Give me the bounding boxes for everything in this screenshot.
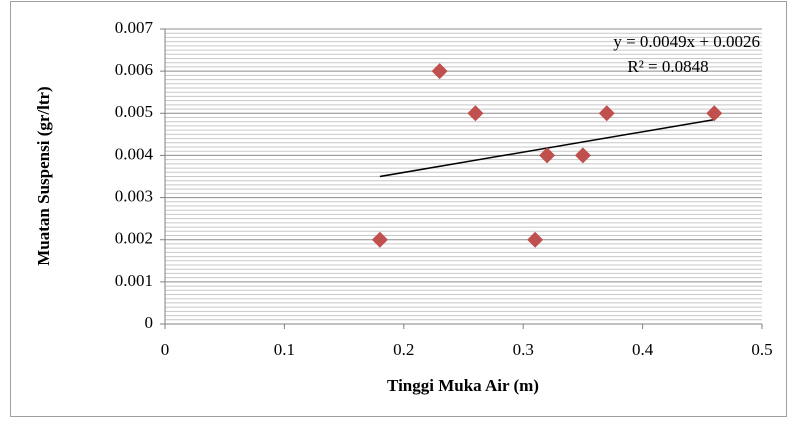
point bbox=[527, 231, 544, 248]
x-tick-label: 0.2 bbox=[393, 340, 414, 359]
trendline-equation: y = 0.0049x + 0.0026 bbox=[613, 32, 760, 51]
x-tick-label: 0.4 bbox=[632, 340, 654, 359]
y-tick-label: 0.005 bbox=[115, 102, 153, 121]
point bbox=[539, 147, 556, 164]
y-tick-label: 0.003 bbox=[115, 186, 153, 205]
x-axis-title: Tinggi Muka Air (m) bbox=[387, 376, 539, 395]
r-squared: R² = 0.0848 bbox=[627, 57, 708, 76]
y-tick-label: 0.007 bbox=[115, 18, 154, 37]
y-tick-label: 0.002 bbox=[115, 229, 153, 248]
point bbox=[706, 105, 723, 122]
y-tick-label: 0.001 bbox=[115, 271, 153, 290]
point bbox=[598, 105, 615, 122]
x-tick-label: 0.3 bbox=[513, 340, 534, 359]
x-tick-label: 0.1 bbox=[274, 340, 295, 359]
x-tick-label: 0 bbox=[161, 340, 170, 359]
y-axis-title: Muatan Suspensi (gr/ltr) bbox=[34, 86, 53, 265]
y-tick-label: 0.006 bbox=[115, 60, 153, 79]
point bbox=[467, 105, 484, 122]
point bbox=[371, 231, 388, 248]
y-tick-label: 0 bbox=[145, 313, 154, 332]
point bbox=[574, 147, 591, 164]
x-tick-label: 0.5 bbox=[751, 340, 772, 359]
point bbox=[431, 63, 448, 80]
y-tick-label: 0.004 bbox=[115, 144, 154, 163]
